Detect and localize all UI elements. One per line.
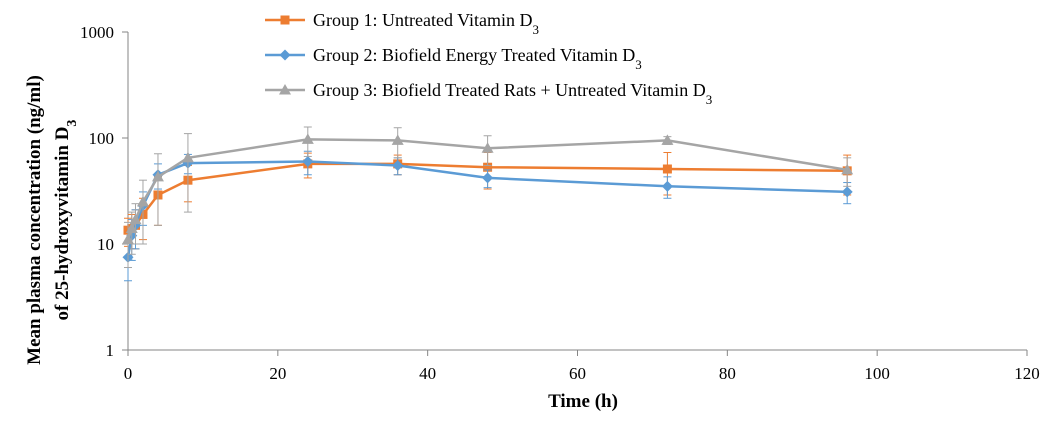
x-tick-label: 0 xyxy=(124,364,133,383)
data-point xyxy=(136,195,149,207)
legend-item-3: Group 3: Biofield Treated Rats + Untreat… xyxy=(265,80,712,107)
y-tick-label: 1 xyxy=(106,341,115,360)
data-point xyxy=(151,170,164,182)
data-point xyxy=(841,163,854,175)
y-axis-title: Mean plasma concentration (ng/ml) of 25-… xyxy=(24,75,80,365)
data-point xyxy=(661,134,674,145)
x-axis-title: Time (h) xyxy=(548,391,618,412)
y-axis-title-line2: of 25-hydroxyvitamin D3 xyxy=(52,120,80,321)
data-point xyxy=(392,160,404,172)
legend-label-subscript: 3 xyxy=(635,57,642,72)
data-point xyxy=(125,222,138,234)
legend-label-text: Group 3: Biofield Treated Rats + Untreat… xyxy=(313,80,706,100)
data-point xyxy=(841,186,853,198)
x-tick-label: 40 xyxy=(419,364,436,383)
data-point xyxy=(181,151,194,163)
data-point xyxy=(483,162,493,172)
axes: 1 10 100 1000 0 20 40 60 80 100 120 xyxy=(80,23,1040,383)
legend-label-text: Group 2: Biofield Energy Treated Vitamin… xyxy=(313,45,635,65)
legend-item-2: Group 2: Biofield Energy Treated Vitamin… xyxy=(265,45,642,72)
data-point xyxy=(482,172,494,184)
series-1 xyxy=(123,151,852,250)
data-point xyxy=(662,164,672,174)
y-axis-title-subscript: 3 xyxy=(65,120,80,127)
data-point xyxy=(302,156,314,168)
series-layer xyxy=(122,126,854,282)
legend-swatch-marker xyxy=(279,84,291,95)
legend-label: Group 3: Biofield Treated Rats + Untreat… xyxy=(313,80,712,107)
series-3 xyxy=(122,126,854,269)
y-axis-title-line1: Mean plasma concentration (ng/ml) xyxy=(24,75,45,365)
data-point xyxy=(129,213,142,225)
y-tick-label: 10 xyxy=(97,235,114,254)
legend-label-subscript: 3 xyxy=(706,92,713,107)
y-tick-label: 1000 xyxy=(80,23,114,42)
data-point xyxy=(391,134,404,145)
legend-swatch-marker xyxy=(279,49,291,61)
x-tick-label: 100 xyxy=(864,364,890,383)
data-point xyxy=(301,133,314,144)
legend-label: Group 2: Biofield Energy Treated Vitamin… xyxy=(313,45,642,72)
legend-label-subscript: 3 xyxy=(533,22,540,37)
legend-label-text: Group 1: Untreated Vitamin D xyxy=(313,10,533,30)
x-tick-label: 20 xyxy=(269,364,286,383)
legend-item-1: Group 1: Untreated Vitamin D3 xyxy=(265,10,539,37)
y-tick-label: 100 xyxy=(89,129,115,148)
legend-swatch-marker xyxy=(280,15,290,25)
data-point xyxy=(122,233,134,245)
x-tick-label: 60 xyxy=(569,364,586,383)
x-tick-label: 120 xyxy=(1014,364,1040,383)
y-axis-title-line2-main: of 25-hydroxyvitamin D xyxy=(52,127,73,321)
data-point xyxy=(661,180,673,192)
data-point xyxy=(481,142,494,153)
x-tick-label: 80 xyxy=(719,364,736,383)
legend-label: Group 1: Untreated Vitamin D3 xyxy=(313,10,539,37)
